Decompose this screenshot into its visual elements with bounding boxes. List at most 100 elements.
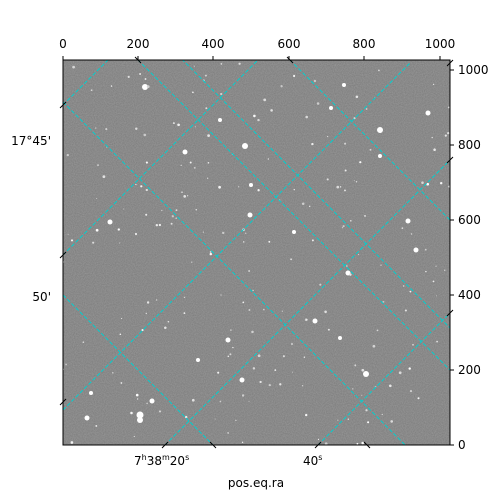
wcs-grid	[63, 60, 450, 445]
star	[352, 388, 354, 390]
star	[214, 418, 216, 420]
star	[421, 181, 424, 184]
star	[410, 233, 413, 235]
star	[376, 329, 379, 332]
right-tick-label: 600	[458, 213, 481, 227]
star	[135, 183, 137, 186]
star	[97, 164, 99, 166]
sky-image	[63, 60, 450, 445]
star	[167, 320, 170, 323]
star	[444, 269, 446, 271]
star	[301, 202, 305, 206]
star	[433, 148, 436, 151]
star	[194, 126, 196, 128]
right-y-axis	[450, 69, 454, 446]
star	[425, 110, 431, 116]
star	[280, 85, 283, 88]
star	[377, 127, 383, 133]
wcs-tick	[446, 309, 454, 317]
star	[110, 85, 113, 87]
star	[121, 317, 123, 320]
star	[242, 241, 245, 243]
star	[355, 181, 358, 183]
star	[219, 400, 222, 403]
star	[183, 296, 186, 299]
star	[89, 391, 93, 395]
star	[191, 398, 195, 402]
star	[229, 353, 232, 356]
star	[444, 134, 447, 137]
star	[119, 333, 122, 336]
star	[274, 369, 277, 371]
star	[257, 118, 260, 122]
star	[180, 164, 182, 166]
star	[227, 432, 229, 434]
star	[435, 295, 437, 297]
star	[158, 223, 162, 227]
star	[365, 108, 368, 110]
top-tick-label: 800	[353, 37, 376, 51]
star	[282, 355, 285, 358]
star	[253, 114, 256, 118]
star	[119, 242, 121, 244]
star	[207, 134, 210, 137]
top-tick-label: 200	[127, 37, 150, 51]
star	[177, 123, 180, 127]
wcs-tick	[286, 56, 294, 64]
star	[207, 161, 210, 164]
dec-tick-label: 17°45'	[11, 134, 51, 148]
star	[306, 319, 308, 321]
star	[65, 363, 67, 366]
star	[305, 115, 309, 119]
star	[70, 239, 74, 242]
star	[175, 217, 177, 219]
star	[136, 411, 144, 419]
star	[185, 415, 188, 419]
star	[220, 63, 223, 65]
star	[135, 127, 138, 131]
star	[369, 148, 372, 151]
star	[361, 394, 363, 396]
wcs-tick	[446, 59, 454, 67]
grid-line	[137, 60, 450, 371]
star	[241, 394, 245, 397]
star	[291, 371, 293, 373]
star	[106, 146, 108, 148]
star	[412, 343, 414, 346]
star	[408, 367, 411, 370]
right-tick-label: 1000	[458, 63, 489, 77]
star	[218, 185, 221, 189]
star	[367, 421, 370, 424]
star	[324, 310, 327, 314]
star	[187, 195, 189, 197]
star	[172, 122, 175, 125]
wcs-edge-ticks	[59, 56, 454, 449]
star	[207, 177, 209, 179]
star	[232, 346, 234, 349]
wcs-tick	[314, 441, 322, 449]
star	[82, 341, 85, 343]
star	[66, 153, 69, 157]
star	[312, 318, 318, 324]
star	[342, 225, 345, 228]
star	[136, 398, 139, 400]
star	[181, 191, 183, 193]
star	[145, 188, 148, 192]
sky-noise	[63, 60, 450, 445]
star	[195, 209, 197, 211]
star	[303, 356, 306, 359]
star	[182, 149, 188, 155]
star	[193, 65, 195, 67]
star	[327, 136, 329, 138]
star	[239, 377, 245, 383]
star	[341, 227, 344, 229]
star	[175, 209, 178, 211]
star	[248, 270, 250, 272]
star	[317, 438, 320, 440]
star	[301, 385, 304, 387]
star	[247, 212, 253, 218]
star	[292, 230, 296, 234]
right-tick-label: 400	[458, 288, 481, 302]
star	[95, 127, 97, 129]
star	[293, 188, 296, 191]
